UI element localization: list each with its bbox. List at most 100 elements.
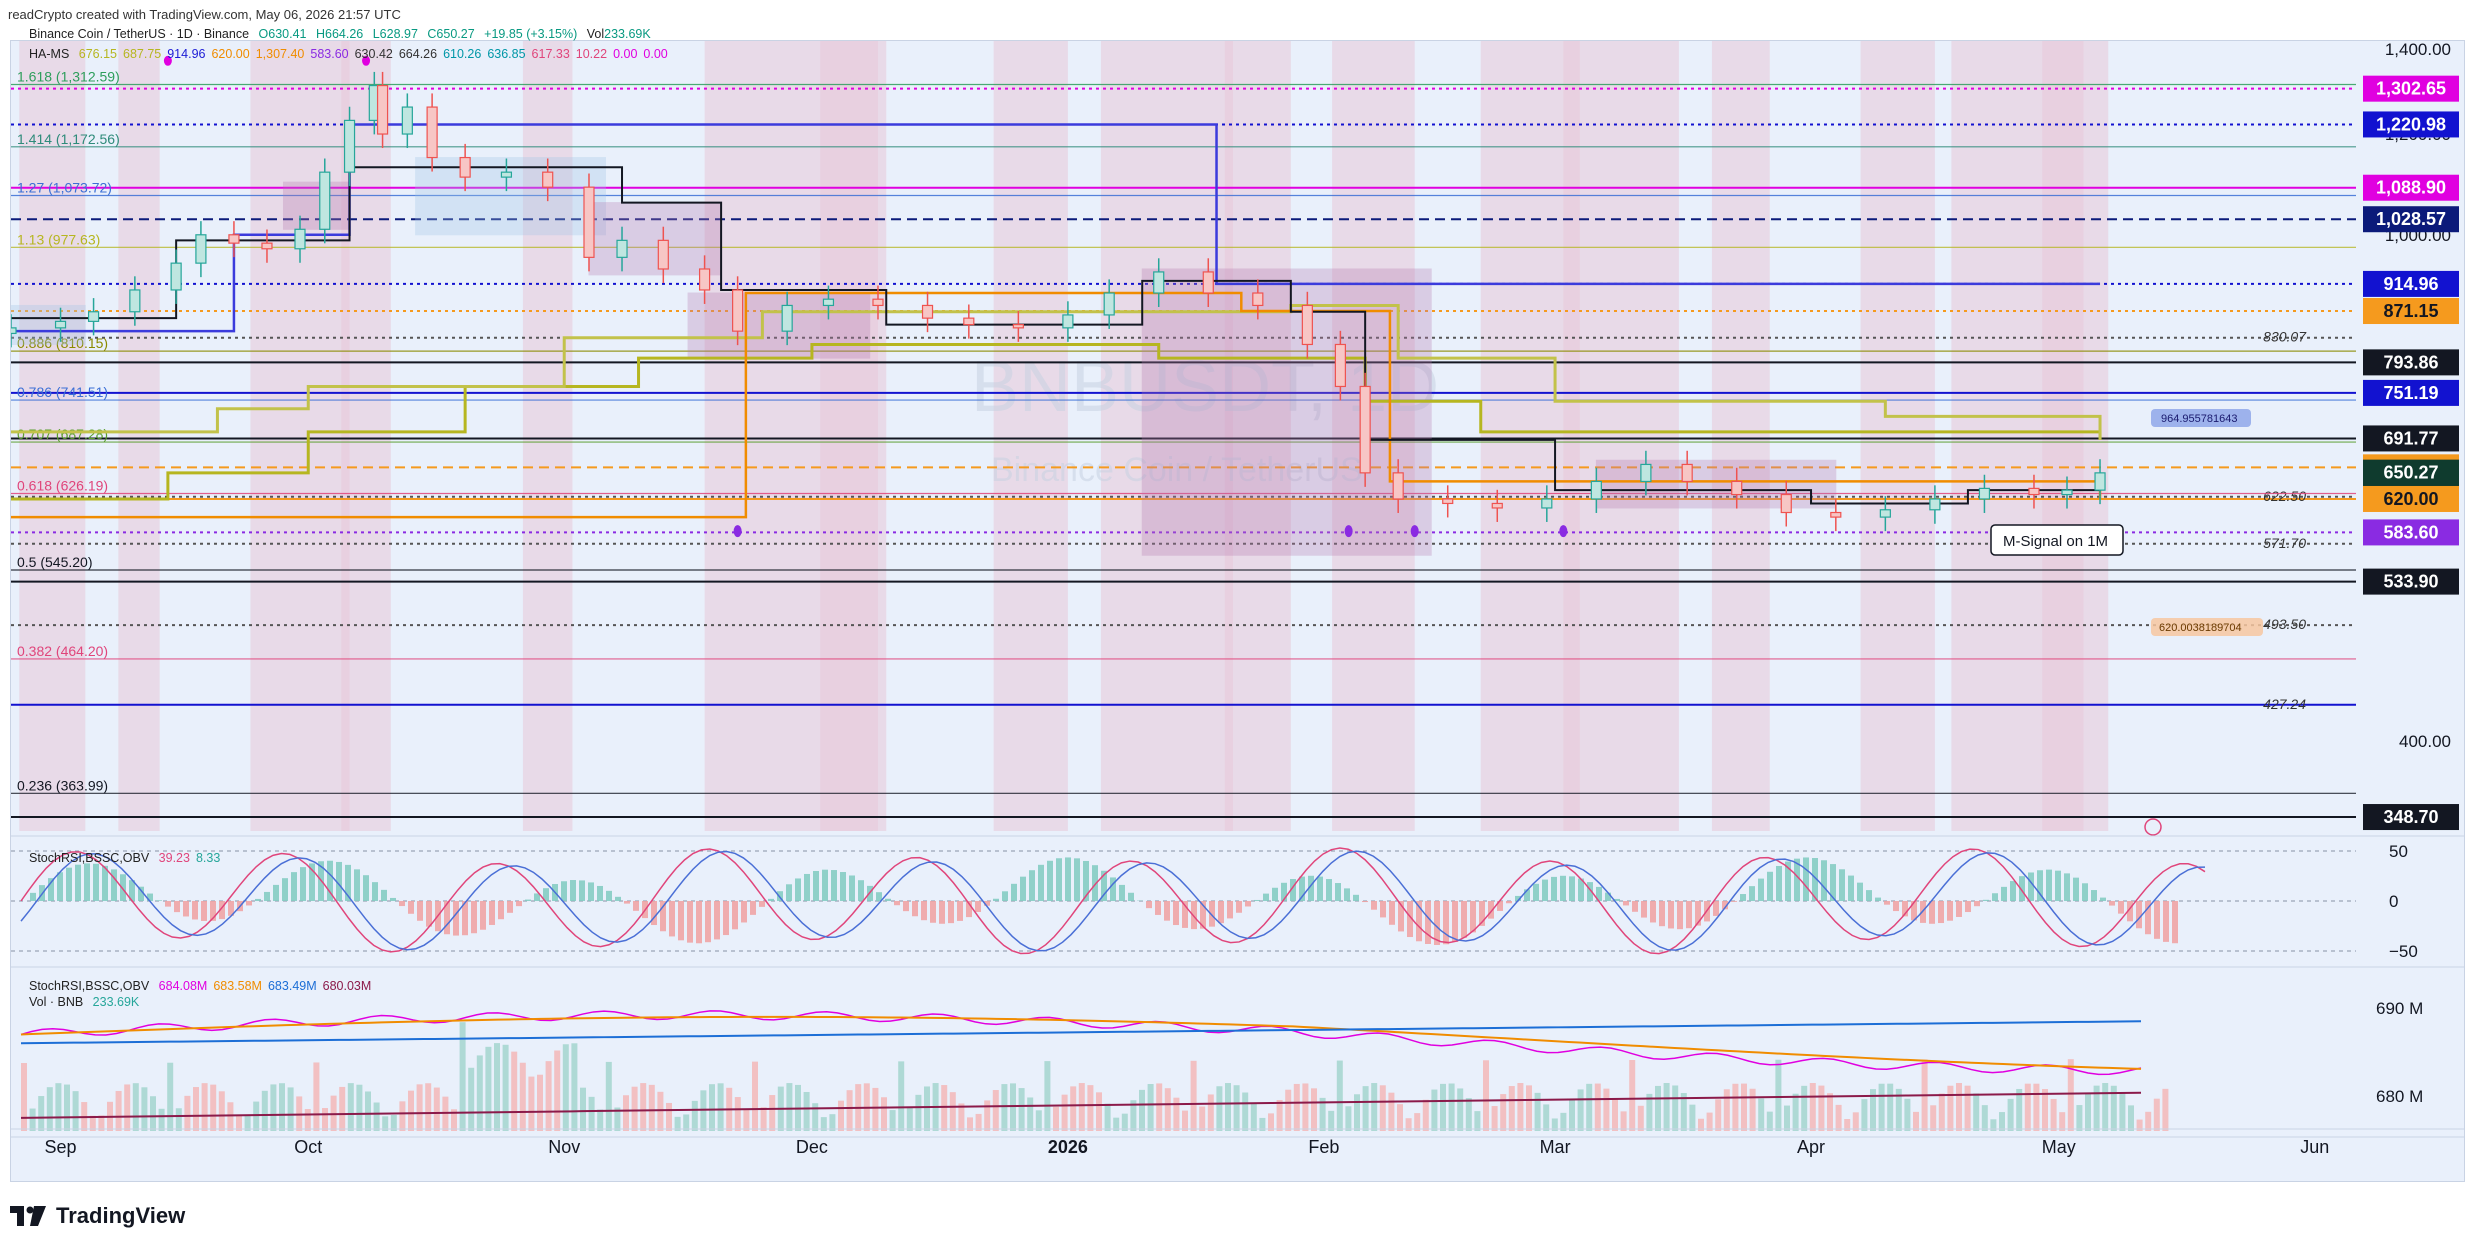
volume-bar xyxy=(115,1090,122,1131)
price-badge-bg xyxy=(2363,425,2459,452)
stoch-histogram-bar xyxy=(1074,858,1080,901)
stoch-histogram-bar xyxy=(930,901,936,923)
volume-bar xyxy=(347,1083,354,1131)
stoch-histogram-bar xyxy=(264,891,270,901)
volume-bar xyxy=(984,1100,991,1131)
hams-legend[interactable]: HA-MS 676.15 687.75 914.96 620.00 1,307.40 58… xyxy=(29,47,674,61)
stoch-histogram-bar xyxy=(849,875,855,901)
fibonacci-levels: 1.618 (1,312.59) 1.414 (1,172.56) 1.27 (1,… xyxy=(11,68,2356,794)
obv-axis-tick: 680 M xyxy=(2376,1087,2423,1106)
volume-bar xyxy=(640,1083,647,1131)
price-badge: 1,088.90 xyxy=(2363,174,2459,201)
volume-bar xyxy=(605,1061,612,1131)
signal-box[interactable]: M-Signal on 1M xyxy=(1990,524,2124,556)
obv-line xyxy=(20,1010,2142,1076)
volume-bar xyxy=(1259,1117,1266,1131)
stoch-histogram-bar xyxy=(903,901,909,912)
candle-body xyxy=(542,171,554,188)
volume-bar xyxy=(184,1095,191,1131)
volume-legend[interactable]: Vol · BNB 233.69K xyxy=(29,995,145,1009)
volume-bar xyxy=(528,1076,535,1131)
volume-bar xyxy=(2119,1093,2126,1131)
volume-bar xyxy=(1328,1110,1335,1131)
volume-bar xyxy=(846,1090,853,1131)
purple-marker xyxy=(1410,525,1419,538)
volume-bar xyxy=(1612,1098,1618,1131)
volume-bar xyxy=(158,1108,165,1131)
range-box xyxy=(282,181,351,230)
volume-bar xyxy=(365,1091,371,1131)
volume-bar xyxy=(2110,1085,2117,1131)
volume-bar xyxy=(1973,1093,1980,1131)
price-badge-bg xyxy=(2363,206,2459,233)
stoch-histogram-bar xyxy=(1947,901,1953,921)
obv-axis-tick: 690 M xyxy=(2376,999,2423,1018)
volume-bar xyxy=(373,1102,380,1131)
volume-bar xyxy=(1027,1097,1034,1131)
tradingview-footer: TradingView xyxy=(10,1196,2465,1236)
price-badge-bg xyxy=(2363,298,2459,325)
volume-value: 233.69K xyxy=(604,27,651,41)
volume-bar xyxy=(1336,1060,1343,1131)
candle-body xyxy=(616,239,628,258)
candle-body xyxy=(1491,502,1503,509)
chart-area[interactable]: BNBUSDT, 1D Binance Coin / TetherUS 830.… xyxy=(10,27,2465,1182)
stoch-histogram-bar xyxy=(831,870,837,901)
candle-body xyxy=(1252,292,1264,307)
hams-line-2 xyxy=(11,303,2102,440)
stoch-histogram-bar xyxy=(138,886,144,901)
volume-bar xyxy=(1758,1098,1765,1131)
stoch-histogram-bar xyxy=(2073,877,2079,901)
volume-bar xyxy=(2162,1088,2169,1131)
volume-bar xyxy=(1732,1083,1739,1131)
stoch-histogram-bar xyxy=(1434,901,1440,945)
stoch-histogram-bar xyxy=(2010,881,2016,901)
price-badge: 691.77 xyxy=(2363,425,2459,452)
level-bubble[interactable]: 964.955781643 xyxy=(2151,409,2251,427)
stoch-histogram-bar xyxy=(2118,901,2124,914)
highlight-band xyxy=(19,41,86,831)
chart-canvas[interactable]: BNBUSDT, 1D Binance Coin / TetherUS 830.… xyxy=(11,41,2464,1181)
candle-body xyxy=(1780,493,1792,514)
price-badge: 751.19 xyxy=(2363,379,2459,406)
stoch-histogram-bar xyxy=(1677,901,1683,930)
stoch-histogram-bar xyxy=(2109,901,2115,906)
stoch-d-line xyxy=(20,850,2206,952)
stoch-histogram-bar xyxy=(543,888,549,901)
stoch-legend[interactable]: StochRSI,BSSC,OBV 39.23 8.33 xyxy=(29,851,226,865)
volume-bar xyxy=(889,1110,896,1131)
stoch-histogram-bar xyxy=(1335,883,1341,901)
volume-bar xyxy=(717,1083,724,1131)
stoch-histogram-bar xyxy=(1911,901,1917,921)
obv-legend[interactable]: StochRSI,BSSC,OBV 684.08M 683.58M 683.49M 6… xyxy=(29,979,377,993)
volume-bar xyxy=(674,1116,681,1131)
stoch-histogram-bar xyxy=(210,901,216,921)
stoch-histogram-bar xyxy=(741,901,747,923)
volume-bar xyxy=(554,1050,561,1131)
fib-label: 0.236 (363.99) xyxy=(17,777,108,793)
stoch-histogram-bar xyxy=(1470,901,1476,933)
volume-bar xyxy=(769,1095,776,1131)
volume-bar xyxy=(872,1087,879,1131)
volume-bar xyxy=(451,1109,457,1131)
volume-bar xyxy=(1087,1085,1094,1131)
range-box xyxy=(1141,268,1432,556)
candle-body xyxy=(1879,509,1891,518)
volume-bar xyxy=(1156,1083,1163,1131)
volume-bar xyxy=(975,1113,982,1131)
volume-bar xyxy=(1053,1106,1059,1131)
volume-legend-value: 233.69K xyxy=(92,995,140,1009)
candle-body xyxy=(343,119,356,173)
stoch-histogram-bar xyxy=(1740,894,1746,901)
stoch-histogram-bar xyxy=(2127,901,2133,922)
volume-bar xyxy=(356,1084,363,1131)
volume-bar xyxy=(1999,1112,2005,1131)
stoch-histogram-bar xyxy=(2046,869,2052,901)
volume-bar xyxy=(304,1109,311,1131)
volume-bar xyxy=(760,1107,767,1131)
stoch-histogram-bar xyxy=(75,864,81,901)
main-legend[interactable]: Binance Coin / TetherUS · 1D · Binance O… xyxy=(29,27,657,41)
stoch-histogram-bar xyxy=(426,901,432,927)
volume-bar xyxy=(838,1100,844,1131)
stoch-histogram-bar xyxy=(2091,890,2097,901)
